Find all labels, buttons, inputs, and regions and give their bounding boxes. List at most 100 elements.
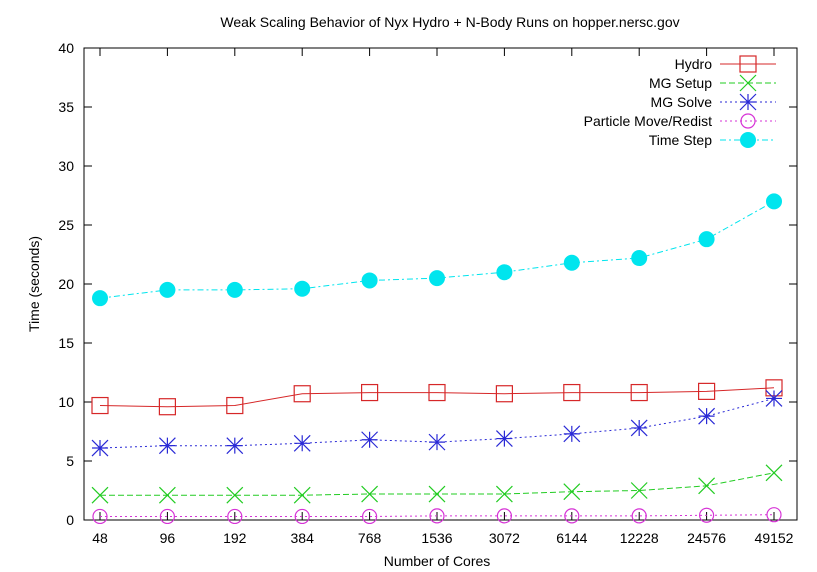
- data-point: [361, 485, 379, 503]
- data-point: [631, 508, 647, 524]
- x-tick-label: 48: [92, 530, 108, 546]
- data-point: [293, 486, 311, 504]
- data-point: [92, 290, 108, 307]
- data-point: [226, 396, 244, 415]
- data-point: [564, 508, 580, 524]
- legend-marker: [739, 74, 757, 92]
- data-point: [91, 396, 109, 415]
- legend-label: Particle Move/Redist: [584, 113, 712, 129]
- legend-item: MG Setup: [649, 74, 776, 92]
- data-point: [630, 419, 648, 437]
- legend-item: Time Step: [649, 132, 776, 148]
- data-point: [766, 193, 782, 210]
- data-point: [495, 385, 513, 403]
- data-point: [227, 508, 243, 525]
- y-tick-label: 5: [66, 453, 74, 469]
- x-tick-label: 96: [160, 530, 176, 546]
- data-point: [563, 483, 581, 501]
- legend: Hydro MG Setup MG Solve Particle Move/Redis…: [584, 55, 776, 148]
- legend-label: MG Solve: [651, 94, 713, 110]
- data-point: [698, 407, 716, 425]
- y-axis: 0 5 10 15 20 25 30 35 40: [58, 40, 797, 528]
- data-point: [226, 437, 244, 455]
- data-point: [563, 383, 581, 402]
- chart-title: Weak Scaling Behavior of Nyx Hydro + N-B…: [220, 14, 679, 30]
- data-point: [697, 382, 716, 400]
- data-point: [158, 437, 176, 455]
- x-tick-label: 12228: [620, 530, 659, 546]
- legend-label: Time Step: [649, 132, 712, 148]
- data-point: [158, 398, 176, 416]
- legend-label: MG Setup: [649, 75, 712, 91]
- y-tick-label: 15: [58, 335, 74, 351]
- x-tick-label: 1536: [421, 530, 452, 546]
- data-point: [428, 485, 446, 503]
- data-point: [496, 264, 513, 281]
- x-tick-label: 49152: [755, 530, 794, 546]
- data-point: [630, 383, 648, 402]
- data-point: [91, 439, 109, 457]
- data-point: [698, 231, 715, 248]
- x-tick-label: 6144: [556, 530, 587, 546]
- data-point: [361, 383, 379, 402]
- series-line: [100, 472, 775, 496]
- data-point: [294, 508, 310, 525]
- data-point: [294, 280, 311, 297]
- series-mg-solve: [91, 390, 783, 457]
- legend-item: MG Solve: [651, 93, 776, 111]
- data-point: [293, 385, 311, 403]
- y-tick-label: 25: [58, 217, 74, 233]
- data-point: [226, 281, 243, 298]
- data-point: [765, 390, 783, 407]
- data-point: [631, 250, 648, 267]
- series-particle-move-redist: [92, 507, 782, 525]
- legend-marker: [740, 113, 756, 129]
- legend-label: Hydro: [675, 56, 713, 72]
- y-axis-label: Time (seconds): [26, 236, 42, 332]
- data-point: [698, 507, 715, 523]
- data-point: [361, 272, 378, 289]
- legend-item: Particle Move/Redist: [584, 113, 776, 129]
- series-layer: [91, 193, 783, 525]
- legend-item: Hydro: [675, 55, 776, 73]
- x-tick-label: 768: [358, 530, 382, 546]
- y-tick-label: 35: [58, 99, 74, 115]
- data-point: [362, 508, 378, 525]
- legend-marker: [739, 55, 757, 73]
- data-point: [429, 508, 445, 524]
- data-point: [92, 508, 108, 525]
- legend-marker: [740, 132, 756, 148]
- data-point: [496, 508, 512, 524]
- data-point: [159, 508, 175, 525]
- data-point: [698, 477, 716, 495]
- data-point: [159, 281, 176, 298]
- x-axis: 48 96 192 384 768 1536 3072 6144 12228 24576 49152: [92, 48, 794, 546]
- series-line: [99, 387, 775, 408]
- data-point: [226, 486, 244, 504]
- data-point: [361, 431, 379, 449]
- y-tick-label: 0: [66, 512, 74, 528]
- series-hydro: [91, 379, 783, 416]
- data-point: [293, 434, 311, 452]
- x-axis-label: Number of Cores: [384, 553, 491, 569]
- data-point: [630, 482, 648, 499]
- data-point: [91, 486, 109, 504]
- y-tick-label: 10: [58, 394, 74, 410]
- series-mg-setup: [91, 464, 783, 504]
- data-point: [766, 507, 782, 523]
- x-tick-label: 24576: [687, 530, 726, 546]
- data-point: [563, 254, 580, 271]
- x-tick-label: 3072: [489, 530, 520, 546]
- data-point: [428, 383, 446, 402]
- series-line: [100, 514, 775, 517]
- y-tick-label: 20: [58, 276, 74, 292]
- data-point: [765, 464, 783, 482]
- data-point: [495, 430, 513, 448]
- data-point: [495, 485, 513, 503]
- data-point: [428, 433, 446, 451]
- data-point: [158, 486, 176, 504]
- series-time-step: [92, 193, 782, 307]
- x-tick-label: 384: [291, 530, 315, 546]
- y-tick-label: 40: [58, 40, 74, 56]
